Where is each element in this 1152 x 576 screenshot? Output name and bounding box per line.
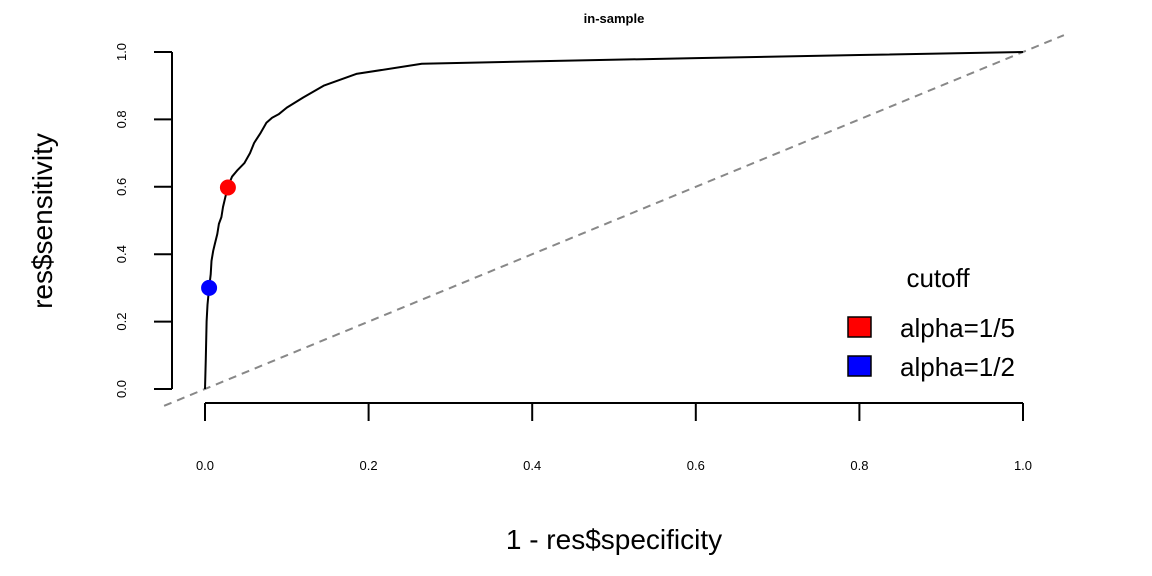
x-tick-label: 0.0 <box>196 458 214 473</box>
legend-title: cutoff <box>906 263 970 293</box>
y-tick-label: 0.2 <box>114 313 129 331</box>
cutoff-markers <box>201 179 236 296</box>
x-axis: 0.0 0.2 0.4 0.6 0.8 1.0 <box>196 402 1032 473</box>
chart-title: in-sample <box>584 11 645 26</box>
cutoff-marker-point <box>219 179 236 196</box>
y-axis-title: res$sensitivity <box>27 133 58 309</box>
legend-label: alpha=1/5 <box>900 313 1015 343</box>
legend-swatch <box>847 355 872 377</box>
x-tick-label: 0.4 <box>523 458 541 473</box>
plot-region <box>163 34 1065 407</box>
x-tick-label: 0.6 <box>687 458 705 473</box>
legend-swatch <box>847 316 872 338</box>
y-tick-label: 1.0 <box>114 43 129 61</box>
legend-label: alpha=1/2 <box>900 352 1015 382</box>
x-axis-title: 1 - res$specificity <box>506 524 722 555</box>
legend: cutoff alpha=1/5 alpha=1/2 <box>847 263 1015 382</box>
y-tick-label: 0.4 <box>114 245 129 263</box>
y-tick-label: 0.8 <box>114 110 129 128</box>
diagonal-reference-line <box>163 34 1065 407</box>
y-axis: 0.0 0.2 0.4 0.6 0.8 1.0 <box>114 43 173 398</box>
y-tick-label: 0.0 <box>114 380 129 398</box>
x-tick-label: 1.0 <box>1014 458 1032 473</box>
y-tick-label: 0.6 <box>114 178 129 196</box>
roc-curve <box>204 51 1024 390</box>
x-tick-label: 0.8 <box>850 458 868 473</box>
cutoff-marker-point <box>201 279 218 296</box>
x-tick-label: 0.2 <box>360 458 378 473</box>
